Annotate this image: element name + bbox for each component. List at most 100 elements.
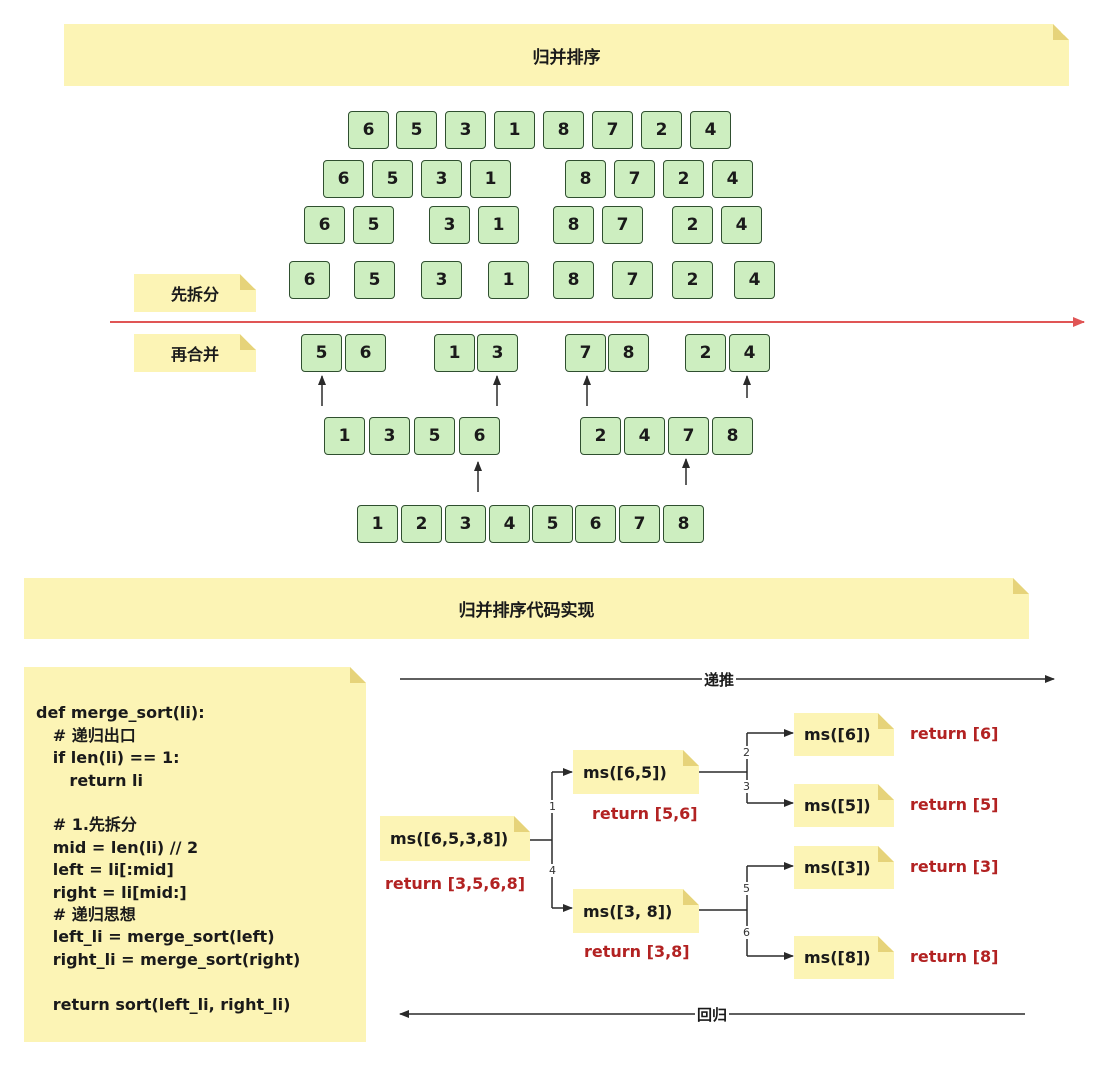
split-cell: 8 bbox=[543, 111, 584, 149]
call-ll: ms([6]) bbox=[794, 713, 894, 756]
merge-cell: 3 bbox=[445, 505, 486, 543]
split-cell: 7 bbox=[614, 160, 655, 198]
merge-cell: 2 bbox=[685, 334, 726, 372]
split-cell: 2 bbox=[672, 206, 713, 244]
split-cell: 8 bbox=[565, 160, 606, 198]
return-right: return [3,8] bbox=[584, 942, 690, 961]
merge-cell: 5 bbox=[301, 334, 342, 372]
split-cell: 4 bbox=[712, 160, 753, 198]
split-cell: 4 bbox=[734, 261, 775, 299]
split-cell: 5 bbox=[354, 261, 395, 299]
merge-cell: 3 bbox=[369, 417, 410, 455]
split-cell: 5 bbox=[372, 160, 413, 198]
step-number: 3 bbox=[742, 780, 751, 793]
split-cell: 1 bbox=[488, 261, 529, 299]
merge-cell: 6 bbox=[575, 505, 616, 543]
return-rl: return [3] bbox=[910, 857, 999, 876]
code-line: if len(li) == 1: bbox=[36, 748, 180, 768]
code-line: left_li = merge_sort(left) bbox=[36, 927, 275, 947]
call-label: ms([6,5,3,8]) bbox=[390, 829, 509, 848]
code-line: return sort(left_li, right_li) bbox=[36, 994, 291, 1014]
code-block: def merge_sort(li): # 递归出口 if len(li) ==… bbox=[36, 680, 300, 1038]
split-cell: 2 bbox=[663, 160, 704, 198]
merge-cell: 1 bbox=[324, 417, 365, 455]
code-line: # 递归出口 bbox=[36, 725, 136, 745]
call-left: ms([6,5]) bbox=[573, 750, 699, 794]
return-rr: return [8] bbox=[910, 947, 999, 966]
call-lr: ms([5]) bbox=[794, 784, 894, 827]
split-cell: 5 bbox=[353, 206, 394, 244]
split-cell: 1 bbox=[478, 206, 519, 244]
split-cell: 3 bbox=[421, 261, 462, 299]
code-note bbox=[24, 667, 366, 1042]
backward-label: 回归 bbox=[695, 1004, 730, 1025]
call-label: ms([3, 8]) bbox=[583, 901, 673, 921]
split-cell: 4 bbox=[721, 206, 762, 244]
title-banner: 归并排序 bbox=[64, 24, 1069, 86]
return-left: return [5,6] bbox=[592, 804, 698, 823]
call-right: ms([3, 8]) bbox=[573, 889, 699, 933]
split-cell: 1 bbox=[494, 111, 535, 149]
code-line: # 递归思想 bbox=[36, 905, 136, 925]
merge-cell: 4 bbox=[729, 334, 770, 372]
split-cell: 7 bbox=[612, 261, 653, 299]
code-line: right_li = merge_sort(right) bbox=[36, 949, 301, 969]
split-cell: 7 bbox=[592, 111, 633, 149]
split-cell: 8 bbox=[553, 261, 594, 299]
call-label: ms([6,5]) bbox=[583, 762, 667, 782]
merge-cell: 6 bbox=[459, 417, 500, 455]
merge-label-note: 再合并 bbox=[134, 334, 256, 372]
split-cell: 5 bbox=[396, 111, 437, 149]
code-line: left = li[:mid] bbox=[36, 860, 174, 880]
merge-cell: 8 bbox=[712, 417, 753, 455]
merge-cell: 1 bbox=[357, 505, 398, 543]
split-cell: 6 bbox=[323, 160, 364, 198]
code-line: def merge_sort(li): bbox=[36, 703, 205, 723]
merge-cell: 8 bbox=[663, 505, 704, 543]
return-lr: return [5] bbox=[910, 795, 999, 814]
code-line: return li bbox=[36, 770, 144, 790]
step-number: 4 bbox=[548, 864, 557, 877]
step-number: 5 bbox=[742, 882, 751, 895]
merge-cell: 7 bbox=[668, 417, 709, 455]
call-label: ms([6]) bbox=[804, 725, 871, 744]
split-label: 先拆分 bbox=[170, 285, 219, 304]
merge-cell: 7 bbox=[565, 334, 606, 372]
return-ll: return [6] bbox=[910, 724, 999, 743]
merge-cell: 8 bbox=[608, 334, 649, 372]
call-label: ms([8]) bbox=[804, 948, 871, 967]
merge-cell: 1 bbox=[434, 334, 475, 372]
split-cell: 6 bbox=[348, 111, 389, 149]
call-label: ms([3]) bbox=[804, 858, 871, 877]
split-cell: 1 bbox=[470, 160, 511, 198]
code-line: right = li[mid:] bbox=[36, 882, 187, 902]
code-line: mid = len(li) // 2 bbox=[36, 837, 199, 857]
split-cell: 2 bbox=[672, 261, 713, 299]
split-cell: 3 bbox=[445, 111, 486, 149]
split-cell: 6 bbox=[304, 206, 345, 244]
split-cell: 7 bbox=[602, 206, 643, 244]
merge-cell: 5 bbox=[414, 417, 455, 455]
call-rr: ms([8]) bbox=[794, 936, 894, 979]
merge-cell: 3 bbox=[477, 334, 518, 372]
forward-label: 递推 bbox=[702, 669, 737, 690]
merge-cell: 4 bbox=[624, 417, 665, 455]
return-root: return [3,5,6,8] bbox=[385, 874, 526, 893]
split-cell: 6 bbox=[289, 261, 330, 299]
merge-cell: 6 bbox=[345, 334, 386, 372]
split-cell: 3 bbox=[429, 206, 470, 244]
merge-label: 再合并 bbox=[170, 345, 219, 364]
code-section-title: 归并排序代码实现 bbox=[458, 601, 595, 621]
merge-cell: 2 bbox=[401, 505, 442, 543]
call-root: ms([6,5,3,8]) bbox=[380, 816, 530, 861]
merge-cell: 5 bbox=[532, 505, 573, 543]
split-cell: 3 bbox=[421, 160, 462, 198]
merge-cell: 7 bbox=[619, 505, 660, 543]
merge-cell: 2 bbox=[580, 417, 621, 455]
split-cell: 2 bbox=[641, 111, 682, 149]
step-number: 2 bbox=[742, 746, 751, 759]
page-title: 归并排序 bbox=[532, 47, 601, 68]
call-rl: ms([3]) bbox=[794, 846, 894, 889]
code-title-banner: 归并排序代码实现 bbox=[24, 578, 1029, 639]
